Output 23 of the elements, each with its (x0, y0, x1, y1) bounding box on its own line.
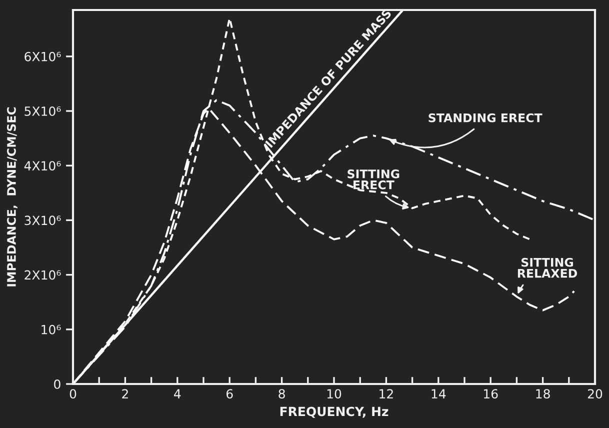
x-tick-label: 4 (174, 389, 181, 398)
x-tick-label: 6 (226, 389, 233, 399)
x-axis-title: FREQUENCY, Hz (280, 406, 388, 418)
x-tick-label: 18 (536, 389, 550, 399)
y-tick-label: 10⁶ (42, 324, 61, 334)
x-tick-label: 8 (278, 389, 285, 399)
x-tick-label: 14 (432, 389, 446, 398)
series-label: SITTING ERECT (348, 169, 400, 190)
x-tick-label: 10 (327, 389, 342, 399)
x-tick-label: 12 (380, 389, 393, 398)
x-tick-label: 0 (70, 389, 76, 399)
y-axis-title: IMPEDANCE, DYNE/CM/SEC (6, 107, 18, 286)
y-tick-label: 0 (54, 379, 60, 389)
x-tick-label: 2 (122, 389, 128, 398)
y-tick-label: 6X10⁶ (24, 52, 61, 62)
x-tick-label: 20 (588, 389, 602, 399)
y-tick-label: 3X10⁶ (24, 216, 61, 226)
y-tick-label: 5X10⁶ (24, 106, 61, 116)
x-tick-label: 16 (484, 389, 498, 399)
series-label: SITTING RELAXED (518, 258, 578, 278)
y-tick-label: 4X10⁶ (24, 161, 61, 171)
text: STANDING ERECT (428, 113, 542, 122)
y-tick-label: 2X10⁶ (24, 270, 61, 280)
